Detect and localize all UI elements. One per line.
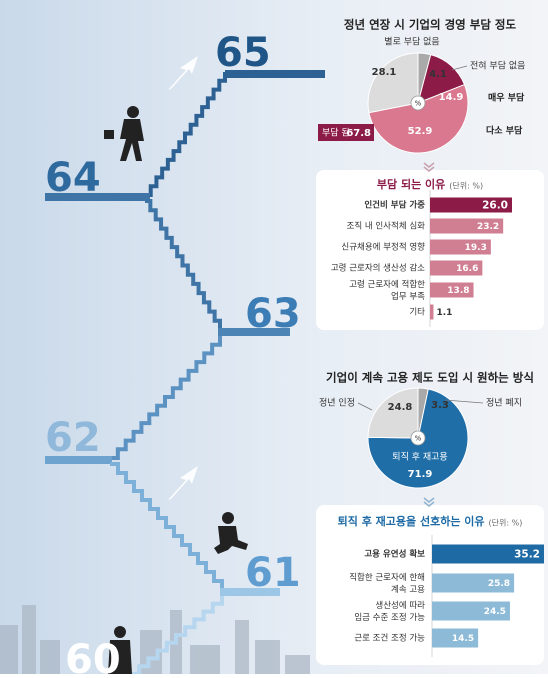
pie-slice — [367, 387, 419, 439]
bar-value: 26.0 — [482, 200, 508, 212]
pie-slice — [367, 52, 419, 114]
stair-step — [145, 199, 222, 330]
leader-line — [451, 65, 468, 71]
slice-value: 3.3 — [431, 400, 449, 411]
chart-subtitle: (단위: %) — [449, 181, 483, 191]
bar-value: 23.2 — [477, 222, 499, 232]
bar — [430, 218, 504, 234]
stair-age: 61 — [245, 550, 301, 596]
landing — [220, 588, 280, 596]
chevrons — [423, 162, 435, 172]
pie-center — [410, 430, 426, 446]
stair-step — [145, 72, 227, 197]
slice-value: 71.9 — [408, 469, 433, 480]
pie-slice — [368, 83, 469, 154]
stair-age: 65 — [215, 30, 271, 76]
center-label: % — [415, 435, 422, 443]
bar — [430, 197, 512, 213]
chevrons — [423, 497, 435, 507]
stair-step — [110, 336, 222, 460]
pie-center — [410, 95, 426, 111]
chart-subtitle: (단위: %) — [489, 518, 523, 528]
chart-title: 퇴직 후 재고용을 선호하는 이유 — [338, 514, 485, 528]
chart-title: 기업이 계속 고용 제도 도입 시 원하는 방식 — [326, 371, 534, 385]
landing — [225, 70, 325, 78]
stairs — [45, 70, 325, 676]
stair-step — [110, 462, 224, 590]
slice-label: 정년 폐지 — [486, 397, 522, 409]
bar-label: 기타 — [409, 308, 425, 318]
annotation-text: 부담 됨 — [322, 127, 350, 139]
landing — [45, 456, 112, 464]
bar — [432, 544, 544, 564]
bar-value: 25.8 — [488, 579, 510, 589]
bar-label: 고령 근로자의 생산성 감소 — [331, 263, 425, 274]
bar-label: 인건비 부담 가중 — [364, 200, 425, 211]
slice-label: 다소 부담 — [486, 125, 523, 137]
bar-label: 근로 조건 조정 가능 — [354, 633, 425, 644]
bar — [430, 239, 491, 255]
bar-value: 19.3 — [465, 243, 487, 253]
bar-label: 생산성에 따라 임금 수준 조정 가능 — [354, 600, 425, 623]
stair-age: 62 — [45, 415, 101, 461]
slice-label: 정년 인정 — [319, 398, 355, 409]
skyline — [0, 605, 310, 674]
bar-label: 고령 근로자에 적합한 업무 부족 — [349, 279, 425, 302]
slice-label: 매우 부담 — [488, 92, 525, 104]
bar-value: 16.6 — [456, 264, 478, 274]
bar-value: 1.1 — [436, 308, 452, 318]
slice-value: 4.1 — [429, 69, 447, 80]
arrows — [168, 56, 198, 500]
slice-label: 전혀 부담 없음 — [470, 60, 525, 72]
bar — [430, 304, 434, 320]
bar-value: 35.2 — [514, 549, 540, 561]
bar — [430, 282, 474, 298]
slice-value: 28.1 — [372, 67, 397, 78]
bar — [432, 573, 515, 593]
bar — [432, 601, 510, 621]
leader-line — [357, 402, 373, 411]
stair-age: 63 — [245, 291, 301, 337]
center-label: % — [415, 100, 422, 108]
bar-label: 직합한 근로자에 한해 계속 고용 — [349, 572, 425, 595]
stair-age: 60 — [65, 637, 121, 674]
stair-step — [130, 596, 224, 676]
slice-label: 퇴직 후 재고용 — [392, 452, 447, 463]
bar-value: 24.5 — [484, 607, 506, 617]
chart-title: 정년 연장 시 기업의 경영 부담 정도 — [344, 18, 517, 32]
bar — [430, 260, 483, 276]
landing — [218, 328, 290, 336]
bar — [432, 628, 479, 648]
slice-label: 별로 부담 없음 — [384, 36, 439, 48]
slice-value: 24.8 — [388, 402, 413, 413]
stair-age: 64 — [45, 155, 101, 201]
bar-value: 13.8 — [447, 286, 469, 296]
bar-label: 신규채용에 부정적 영향 — [341, 242, 425, 253]
annotation-box — [318, 124, 374, 141]
chart-title: 부담 되는 이유 — [377, 177, 445, 191]
people — [104, 106, 248, 674]
slice-value: 52.9 — [408, 126, 433, 137]
bar-value: 14.5 — [452, 634, 474, 644]
bar-label: 고용 유연성 확보 — [364, 549, 425, 560]
bar-label: 조직 내 인사적체 심화 — [347, 221, 426, 232]
slice-value: 14.9 — [439, 92, 464, 103]
landing — [45, 193, 150, 201]
leader-line — [444, 399, 484, 404]
annotation-value: 67.8 — [346, 128, 371, 139]
